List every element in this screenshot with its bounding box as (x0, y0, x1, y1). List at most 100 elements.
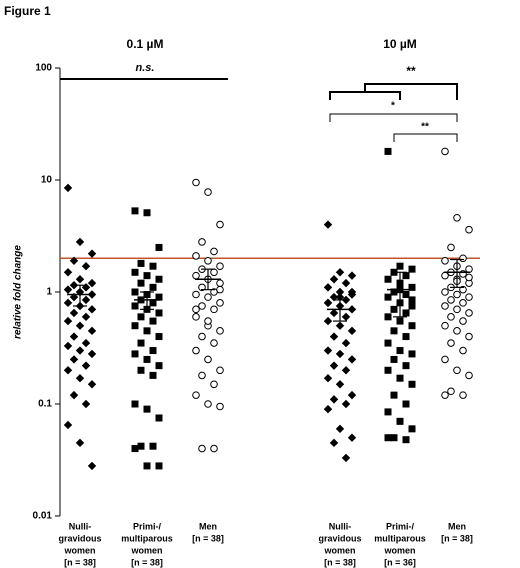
x-tick-label: women (383, 545, 415, 555)
data-point (341, 366, 351, 375)
data-point (131, 350, 139, 358)
data-point (63, 298, 73, 308)
data-point (384, 339, 392, 347)
y-tick-label: 0.1 (38, 399, 52, 410)
data-point (198, 444, 206, 453)
data-point (396, 417, 404, 425)
data-point (402, 400, 410, 408)
data-point (198, 371, 206, 380)
data-point (329, 332, 339, 341)
data-point (155, 275, 163, 283)
data-point (347, 390, 357, 400)
data-point (396, 317, 404, 325)
annotation: n.s. (136, 62, 155, 74)
data-point (87, 278, 97, 288)
y-tick-label: 1 (46, 287, 52, 298)
data-point (204, 256, 212, 265)
x-tick-label: Nulli- (329, 521, 352, 531)
data-point (137, 442, 145, 450)
data-point (465, 225, 473, 234)
data-point (131, 207, 139, 215)
data-point (441, 355, 449, 364)
data-point (155, 333, 163, 341)
data-point (341, 453, 351, 463)
data-point (447, 296, 455, 304)
data-point (396, 262, 404, 270)
group-size: [n = 38] (192, 533, 224, 543)
data-point (69, 390, 79, 400)
data-point (204, 293, 212, 301)
annotation: ** (421, 122, 429, 133)
data-point (335, 424, 345, 434)
data-point (384, 275, 392, 283)
bracket (393, 133, 458, 142)
data-point (459, 346, 467, 355)
data-point (81, 312, 91, 322)
data-point (216, 285, 224, 294)
data-point (441, 256, 449, 265)
condition-label: 0.1 µM (127, 37, 164, 51)
annotation: * (391, 101, 395, 112)
data-point (465, 273, 473, 282)
data-point (396, 347, 404, 355)
condition-label: 10 µM (383, 37, 417, 51)
data-point (131, 322, 139, 330)
x-tick-label: women (130, 545, 162, 555)
data-point (335, 268, 345, 277)
data-point (69, 292, 79, 302)
data-point (210, 339, 218, 347)
data-point (329, 308, 339, 318)
x-tick-label: multiparous (374, 533, 426, 543)
data-point (323, 316, 333, 326)
group-size: [n = 38] (64, 557, 96, 567)
data-point (69, 355, 79, 364)
data-point (459, 317, 467, 325)
data-point (210, 247, 218, 256)
data-point (87, 349, 97, 359)
data-point (447, 243, 455, 252)
data-point (329, 275, 339, 284)
data-point (137, 279, 145, 287)
data-point (402, 333, 410, 341)
data-point (441, 302, 449, 310)
data-point (192, 391, 200, 399)
data-point (198, 302, 206, 310)
data-point (459, 254, 467, 263)
data-point (63, 366, 73, 375)
data-point (149, 283, 157, 291)
data-point (131, 302, 139, 310)
data-point (192, 271, 200, 280)
data-point (143, 405, 151, 413)
data-point (459, 285, 467, 294)
data-point (81, 399, 91, 409)
data-point (216, 220, 224, 229)
bracket (329, 113, 458, 122)
data-point (447, 313, 455, 321)
data-point (137, 313, 145, 321)
data-point (384, 313, 392, 321)
data-point (87, 305, 97, 314)
data-point (341, 338, 351, 348)
data-point (81, 295, 91, 305)
y-axis-label: relative fold change (13, 245, 24, 339)
data-point (81, 361, 91, 370)
data-point (459, 391, 467, 399)
data-point (396, 374, 404, 382)
x-tick-label: gravidous (58, 533, 101, 543)
data-point (192, 305, 200, 314)
group-size: [n = 36] (384, 557, 416, 567)
data-point (81, 338, 91, 348)
data-point (198, 332, 206, 341)
data-point (390, 391, 398, 399)
data-point (87, 461, 97, 471)
data-point (69, 332, 79, 341)
data-point (143, 355, 151, 363)
data-point (329, 361, 339, 370)
data-point (149, 347, 157, 355)
y-tick-label: 0.01 (33, 511, 53, 522)
data-point (384, 293, 392, 301)
data-point (384, 366, 392, 374)
data-point (341, 312, 351, 322)
data-point (75, 321, 85, 330)
